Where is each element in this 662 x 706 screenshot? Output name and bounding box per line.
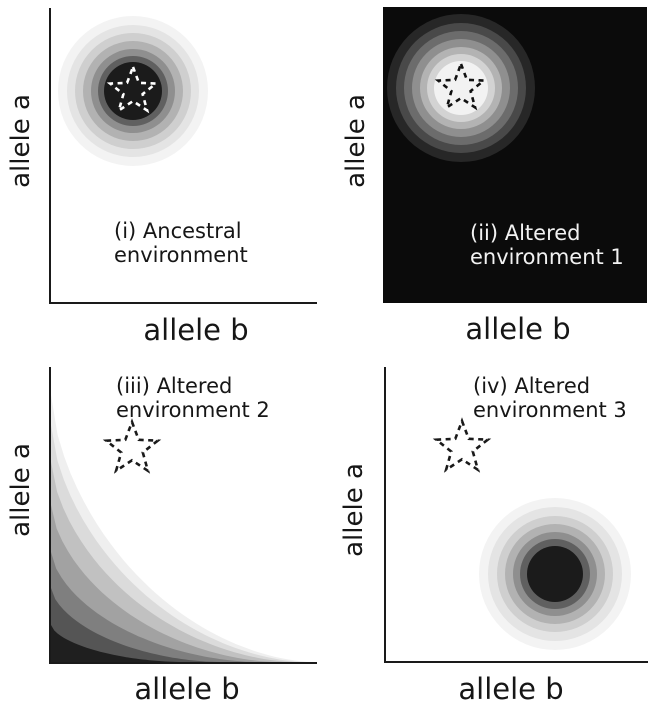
- x-axis-label: allele b: [134, 672, 240, 706]
- panel-i-ancestral-environment: allele a allele b (i) Ancestral environm…: [0, 0, 331, 353]
- x-axis-label: allele b: [143, 313, 249, 347]
- y-axis-label: allele a: [341, 94, 371, 188]
- panel-ii-altered-environment-1: allele a allele b (ii) Altered environme…: [331, 0, 662, 353]
- contour-plot-altered-1: [383, 7, 647, 303]
- caption-line-1: (ii) Altered: [470, 221, 581, 245]
- panel-iii-altered-environment-2: allele a allele b (iii) Altered environm…: [0, 353, 331, 706]
- y-axis-label: allele a: [339, 463, 369, 557]
- caption-line-2: environment 3: [473, 398, 627, 422]
- x-axis-label: allele b: [458, 672, 564, 706]
- contour-plot-ancestral: [49, 8, 317, 304]
- panel-caption: (iv) Altered environment 3: [473, 374, 627, 422]
- panel-caption: (iii) Altered environment 2: [116, 374, 270, 422]
- caption-line-1: (i) Ancestral: [114, 219, 242, 243]
- contour-plot-altered-2: [49, 367, 317, 664]
- caption-line-2: environment 2: [116, 398, 270, 422]
- panel-caption: (i) Ancestral environment: [114, 219, 248, 267]
- x-axis-label: allele b: [465, 312, 571, 346]
- caption-line-1: (iv) Altered: [473, 374, 591, 398]
- panel-caption: (ii) Altered environment 1: [470, 221, 624, 269]
- caption-line-2: environment: [114, 243, 248, 267]
- y-axis-label: allele a: [6, 94, 36, 188]
- contour-plot-altered-3: [384, 367, 648, 663]
- y-axis-label: allele a: [6, 443, 36, 537]
- caption-line-2: environment 1: [470, 245, 624, 269]
- panel-iv-altered-environment-3: allele a allele b (iv) Altered environme…: [331, 353, 662, 706]
- caption-line-1: (iii) Altered: [116, 374, 233, 398]
